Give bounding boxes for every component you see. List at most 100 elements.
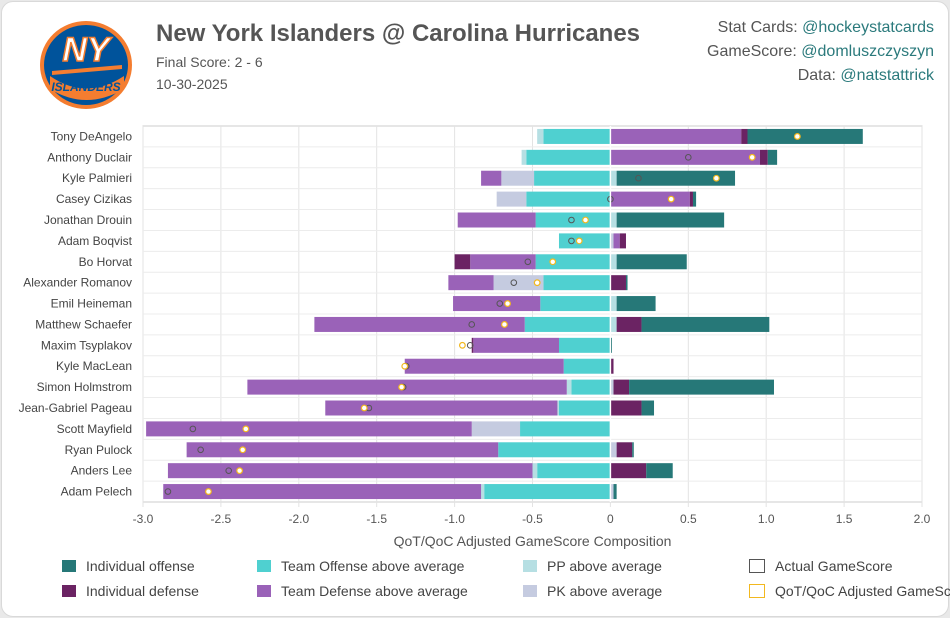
bar-segment-pp — [537, 128, 544, 144]
actual-gamescore-marker — [635, 174, 642, 182]
player-name-label: Anthony Duclair — [47, 150, 132, 164]
player-name-label: Adam Pelech — [61, 485, 132, 499]
legend-item-pp[interactable]: PP above average — [523, 556, 662, 576]
bar-segment-team-off — [558, 233, 611, 249]
bar-segment-team-off — [484, 484, 611, 500]
adjusted-gamescore-marker — [575, 237, 583, 245]
player-name-label: Bo Horvat — [79, 255, 133, 269]
player-name-label: Kyle Palmieri — [62, 171, 132, 185]
legend-label: PP above average — [547, 558, 662, 574]
legend-label: Individual defense — [86, 583, 199, 599]
bar-segment-ind-off — [625, 275, 628, 291]
legend-item-pk[interactable]: PK above average — [523, 581, 662, 601]
bar-segment-ind-def — [741, 128, 748, 144]
bar-segment-team-def — [146, 421, 472, 437]
handle-link[interactable]: @natstattrick — [840, 67, 934, 84]
player-name-label: Maxim Tsyplakov — [41, 338, 132, 352]
bar-segment-pp — [521, 149, 527, 165]
bar-segment-team-off — [543, 275, 611, 291]
player-name-label: Jean-Gabriel Pageau — [19, 401, 132, 415]
player-name-label: Alexander Romanov — [23, 276, 132, 290]
player-name-label: Simon Holmstrom — [37, 380, 132, 394]
bar-segment-ind-off — [629, 379, 774, 395]
bar-segment-ind-off — [632, 442, 634, 458]
legend-label: PK above average — [547, 583, 663, 599]
actual-gamescore-marker — [685, 154, 692, 161]
legend-item-team-off[interactable]: Team Offense above average — [257, 556, 464, 576]
credit-data: Data: @natstattrick — [797, 67, 934, 84]
x-tick-label: 1.0 — [758, 512, 775, 526]
bar-segment-pp — [610, 316, 617, 332]
adjusted-gamescore-marker — [504, 300, 511, 307]
legend-item-adjusted[interactable]: QoT/QoC Adjusted GameScore — [749, 581, 950, 601]
x-tick-label: 0.5 — [680, 512, 697, 526]
adjusted-gamescore-marker — [582, 216, 589, 224]
bar-segment-pp — [610, 212, 617, 228]
actual-gamescore-marker — [568, 216, 575, 224]
bar-segment-team-off — [563, 358, 611, 374]
bar-segment-ind-def — [616, 316, 642, 332]
player-name-label: Casey Cizikas — [56, 192, 132, 206]
bar-segment-ind-def — [619, 233, 626, 249]
bar-segment-ind-off — [747, 128, 863, 144]
legend-swatch — [749, 559, 765, 573]
legend-item-actual[interactable]: Actual GameScore — [749, 556, 893, 576]
bar-segment-team-def — [613, 233, 620, 249]
player-name-label: Ryan Pulock — [65, 443, 133, 457]
handle-link[interactable]: @domluszczyszyn — [801, 43, 934, 60]
bar-segment-team-def — [481, 170, 502, 186]
game-date: 10-30-2025 — [156, 76, 228, 92]
bar-segment-ind-def — [759, 149, 768, 165]
legend-swatch — [62, 560, 76, 572]
legend-label: Actual GameScore — [775, 558, 893, 574]
final-score: Final Score: 2 - 6 — [156, 54, 263, 70]
actual-gamescore-marker — [164, 488, 172, 495]
legend-item-team-def[interactable]: Team Defense above average — [257, 581, 468, 601]
bar-segment-ind-off — [767, 149, 778, 165]
bar-segment-team-off — [537, 463, 611, 479]
credit-gamescore: GameScore: @domluszczyszyn — [707, 43, 934, 60]
actual-gamescore-marker — [468, 321, 476, 328]
bar-segment-team-off — [498, 442, 611, 458]
bar-segment-pk — [610, 379, 614, 395]
bar-segment-pp — [557, 400, 559, 416]
adjusted-gamescore-marker — [793, 133, 801, 140]
adjusted-gamescore-marker — [458, 341, 466, 349]
legend-item-ind-off[interactable]: Individual offense — [62, 556, 195, 576]
actual-gamescore-marker — [510, 279, 518, 286]
bar-segment-pk — [610, 484, 614, 500]
game-title: New York Islanders @ Carolina Hurricanes — [156, 20, 641, 47]
legend-label: Team Offense above average — [281, 558, 465, 574]
bar-segment-pp — [610, 254, 617, 270]
bar-segment-team-def — [314, 316, 525, 332]
actual-gamescore-marker — [225, 467, 232, 474]
adjusted-gamescore-marker — [712, 174, 720, 182]
x-tick-label: 2.0 — [914, 512, 931, 526]
bar-segment-team-off — [524, 316, 611, 332]
x-tick-label: -2.0 — [288, 512, 309, 526]
legend-item-ind-def[interactable]: Individual defense — [62, 581, 199, 601]
bar-segment-team-def — [186, 442, 499, 458]
x-tick-label: -1.0 — [444, 512, 465, 526]
adjusted-gamescore-marker — [667, 195, 675, 203]
x-tick-label: 1.5 — [836, 512, 853, 526]
bar-segment-team-off — [571, 379, 611, 395]
bar-segment-team-off — [558, 337, 611, 353]
player-name-label: Kyle MacLean — [56, 359, 132, 373]
legend-label: Individual offense — [86, 558, 195, 574]
bar-segment-pk — [610, 442, 617, 458]
bar-segment-ind-off — [616, 254, 687, 270]
player-name-label: Scott Mayfield — [57, 422, 132, 436]
bar-segment-team-off — [543, 128, 611, 144]
actual-gamescore-marker — [466, 342, 474, 349]
adjusted-gamescore-marker — [533, 279, 541, 287]
player-name-label: Anders Lee — [71, 464, 133, 478]
legend-swatch — [257, 560, 271, 572]
svg-text:ISLANDERS: ISLANDERS — [51, 80, 120, 94]
adjusted-gamescore-marker — [401, 362, 409, 370]
bar-segment-team-off — [534, 170, 611, 186]
actual-gamescore-marker — [189, 425, 197, 433]
player-name-label: Jonathan Drouin — [44, 213, 132, 227]
handle-link[interactable]: @hockeystatcards — [802, 19, 934, 36]
